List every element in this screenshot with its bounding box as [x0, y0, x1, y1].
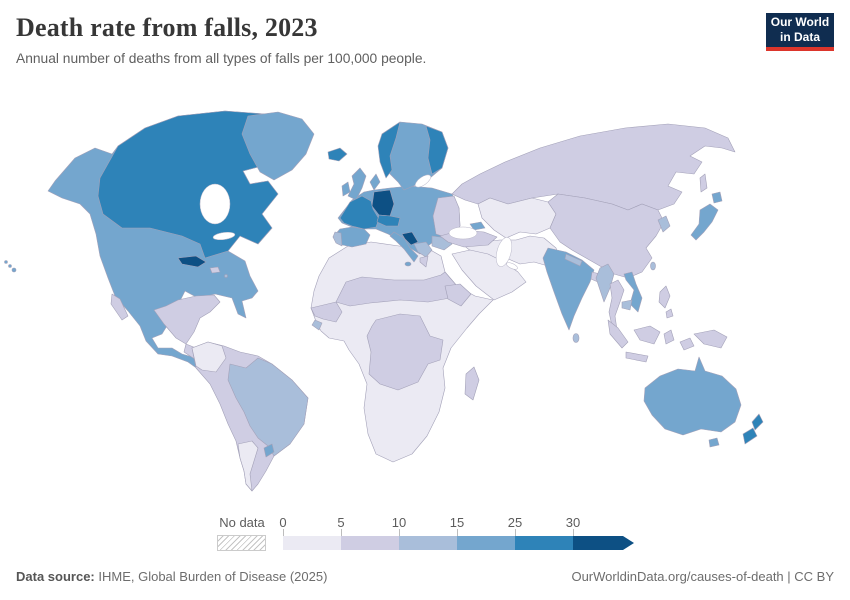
- owid-logo[interactable]: Our World in Data: [766, 13, 834, 51]
- region-hawaii[interactable]: [4, 260, 8, 264]
- legend-bin-30-plus[interactable]: [573, 536, 634, 550]
- no-data-swatch[interactable]: [217, 535, 266, 551]
- region-iceland[interactable]: [327, 147, 348, 162]
- owid-logo-line2: in Data: [779, 30, 820, 44]
- region-myanmar[interactable]: [595, 263, 615, 303]
- region-italy-sicily[interactable]: [404, 261, 412, 267]
- owid-logo-line1: Our World: [770, 15, 830, 30]
- legend-bin-10-15[interactable]: [399, 536, 457, 550]
- caspian-sea: [495, 237, 513, 267]
- data-source-text: IHME, Global Burden of Disease (2025): [94, 569, 328, 584]
- region-greenland[interactable]: [241, 111, 315, 181]
- region-colombia[interactable]: [191, 341, 227, 373]
- region-sahel[interactable]: [335, 271, 458, 307]
- world-map: [4, 110, 764, 492]
- region-greece[interactable]: [419, 255, 429, 268]
- region-russia[interactable]: [451, 123, 736, 211]
- legend-bin-5-10[interactable]: [341, 536, 399, 550]
- legend-tick-15: 15: [449, 515, 465, 530]
- data-source-label: Data source:: [16, 569, 95, 584]
- region-china-mongolia[interactable]: [547, 193, 665, 279]
- region-cuba[interactable]: [177, 255, 207, 268]
- region-hawaii[interactable]: [8, 264, 12, 268]
- region-indonesia[interactable]: [607, 319, 695, 363]
- footer: Data source: IHME, Global Burden of Dise…: [0, 569, 850, 584]
- legend-tick-0: 0: [279, 515, 287, 530]
- region-vietnam[interactable]: [623, 271, 643, 313]
- footer-link[interactable]: OurWorldinData.org/causes-of-death | CC …: [571, 569, 834, 584]
- baltic-sea: [415, 174, 431, 188]
- legend-bin-15-25[interactable]: [457, 536, 515, 550]
- legend-bin-0-5[interactable]: [283, 536, 341, 550]
- hudson-bay: [199, 183, 231, 225]
- region-central-africa[interactable]: [366, 313, 444, 391]
- legend-tick-10: 10: [391, 515, 407, 530]
- persian-gulf: [506, 262, 518, 270]
- header: Death rate from falls, 2023 Annual numbe…: [16, 12, 754, 68]
- region-madagascar[interactable]: [464, 366, 480, 401]
- region-new-zealand[interactable]: [742, 413, 764, 445]
- region-brazil[interactable]: [227, 357, 309, 457]
- region-ethiopia[interactable]: [444, 283, 472, 307]
- region-hispaniola[interactable]: [209, 266, 221, 274]
- region-mexico[interactable]: [110, 293, 221, 345]
- region-balkans[interactable]: [413, 241, 433, 258]
- region-philippines[interactable]: [658, 285, 674, 319]
- legend-tick-30: 30: [565, 515, 581, 530]
- legend-tick-5: 5: [337, 515, 345, 530]
- region-papua-new-guinea[interactable]: [693, 329, 728, 349]
- region-georgia[interactable]: [469, 221, 486, 231]
- region-uruguay[interactable]: [263, 443, 275, 458]
- region-canada[interactable]: [97, 110, 293, 259]
- region-norway[interactable]: [377, 121, 401, 179]
- region-sierra-leone[interactable]: [311, 319, 323, 331]
- chart-subtitle: Annual number of deaths from all types o…: [16, 51, 427, 67]
- region-india[interactable]: [542, 247, 595, 331]
- legend-bin-25-30[interactable]: [515, 536, 573, 550]
- region-denmark[interactable]: [369, 173, 381, 191]
- region-portugal[interactable]: [332, 231, 343, 247]
- region-kazakhstan-central-asia[interactable]: [477, 197, 557, 239]
- region-sri-lanka[interactable]: [572, 333, 580, 343]
- region-finland[interactable]: [425, 125, 449, 175]
- black-sea: [448, 226, 478, 240]
- region-taiwan[interactable]: [650, 261, 656, 271]
- map-legend: No data 0 5 10 15 25 30: [0, 512, 850, 554]
- region-united-kingdom[interactable]: [347, 167, 367, 201]
- no-data-label: No data: [219, 515, 265, 530]
- region-south-korea[interactable]: [657, 215, 671, 233]
- region-japan[interactable]: [690, 191, 723, 241]
- region-arabian-peninsula[interactable]: [451, 249, 527, 301]
- region-australia[interactable]: [643, 356, 742, 448]
- region-croatia-slovenia[interactable]: [401, 231, 419, 246]
- region-alpine-states[interactable]: [376, 214, 401, 227]
- region-nepal[interactable]: [564, 253, 583, 267]
- region-italy[interactable]: [389, 231, 419, 263]
- region-west-africa[interactable]: [310, 301, 343, 323]
- region-caribbean[interactable]: [224, 274, 228, 278]
- region-hawaii[interactable]: [11, 267, 17, 273]
- region-cambodia[interactable]: [621, 299, 633, 311]
- page-title: Death rate from falls, 2023: [16, 13, 318, 42]
- legend-tick-25: 25: [507, 515, 523, 530]
- region-argentina[interactable]: [237, 440, 259, 492]
- great-lakes: [212, 231, 236, 241]
- region-thailand[interactable]: [608, 279, 625, 331]
- data-source: Data source: IHME, Global Burden of Dise…: [16, 569, 327, 584]
- region-ireland[interactable]: [341, 181, 351, 197]
- region-spain[interactable]: [332, 226, 371, 248]
